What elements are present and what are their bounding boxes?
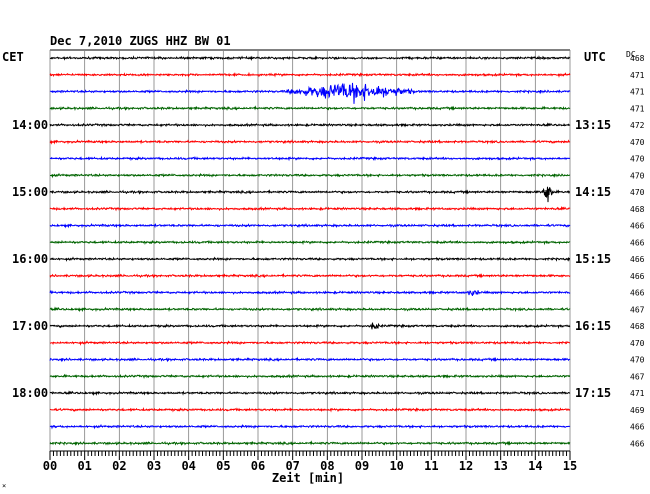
seismic-trace bbox=[49, 205, 571, 212]
dc-value: 468 bbox=[630, 54, 645, 63]
utc-time-label: 15:15 bbox=[575, 252, 611, 266]
dc-value: 470 bbox=[630, 356, 645, 365]
seismic-trace bbox=[49, 322, 571, 330]
x-tick-label: 14 bbox=[528, 459, 542, 473]
seismic-trace bbox=[49, 172, 571, 179]
dc-value: 470 bbox=[630, 155, 645, 164]
cet-time-label: 15:00 bbox=[12, 185, 48, 199]
seismic-trace bbox=[49, 105, 571, 112]
seismic-trace bbox=[49, 340, 571, 346]
utc-time-label: 17:15 bbox=[575, 386, 611, 400]
utc-time-label: 16:15 bbox=[575, 319, 611, 333]
x-tick-label: 10 bbox=[389, 459, 403, 473]
dc-value: 466 bbox=[630, 423, 645, 432]
seismic-trace bbox=[49, 390, 571, 397]
trace-layer bbox=[49, 55, 571, 447]
utc-time-label: 14:15 bbox=[575, 185, 611, 199]
grid-layer bbox=[49, 49, 571, 460]
cet-time-label: 14:00 bbox=[12, 118, 48, 132]
x-axis-title: Zeit [min] bbox=[272, 471, 344, 485]
dc-value: 472 bbox=[630, 121, 645, 130]
seismic-trace bbox=[49, 289, 571, 296]
chart-title: Dec 7,2010 ZUGS HHZ BW 01 bbox=[50, 34, 231, 48]
seismic-trace bbox=[49, 82, 571, 104]
seismic-trace bbox=[49, 155, 571, 162]
utc-time-label: 13:15 bbox=[575, 118, 611, 132]
x-tick-label: 02 bbox=[112, 459, 126, 473]
seismic-trace bbox=[49, 423, 571, 430]
dc-value: 470 bbox=[630, 339, 645, 348]
dc-value: 468 bbox=[630, 205, 645, 214]
dc-value: 470 bbox=[630, 138, 645, 147]
x-tick-label: 15 bbox=[563, 459, 577, 473]
dc-value: 467 bbox=[630, 305, 645, 314]
dc-value: 466 bbox=[630, 439, 645, 448]
x-tick-label: 07 bbox=[285, 459, 299, 473]
x-tick-label: 01 bbox=[77, 459, 91, 473]
label-layer: 00 01 02 03 04 05 06 07 08 09 10 11 12 13 14 15 Dec 7,20… bbox=[2, 34, 645, 490]
seismic-trace bbox=[49, 71, 571, 78]
x-tick-label: 13 bbox=[493, 459, 507, 473]
x-tick-label: 06 bbox=[251, 459, 265, 473]
footnote-mark: × bbox=[2, 482, 6, 490]
seismic-trace bbox=[49, 306, 571, 313]
x-tick-label: 03 bbox=[147, 459, 161, 473]
x-tick-label: 12 bbox=[459, 459, 473, 473]
x-tick-label: 09 bbox=[355, 459, 369, 473]
dc-value: 470 bbox=[630, 171, 645, 180]
dc-value: 467 bbox=[630, 372, 645, 381]
x-tick-label: 05 bbox=[216, 459, 230, 473]
dc-value: 466 bbox=[630, 238, 645, 247]
dc-value: 471 bbox=[630, 389, 645, 398]
left-axis-label: CET bbox=[2, 50, 24, 64]
dc-value: 466 bbox=[630, 272, 645, 281]
dc-value: 469 bbox=[630, 406, 645, 415]
dc-value: 466 bbox=[630, 255, 645, 264]
seismic-trace bbox=[49, 239, 571, 246]
seismic-trace bbox=[49, 122, 571, 128]
x-tick-label: 04 bbox=[181, 459, 195, 473]
x-tick-label: 00 bbox=[43, 459, 57, 473]
seismic-trace bbox=[49, 256, 570, 262]
cet-time-label: 17:00 bbox=[12, 319, 48, 333]
seismic-trace bbox=[49, 406, 571, 413]
seismic-trace bbox=[49, 139, 571, 145]
x-tick-label: 11 bbox=[424, 459, 438, 473]
seismic-trace bbox=[49, 186, 570, 203]
dc-value: 471 bbox=[630, 71, 645, 80]
dc-value: 471 bbox=[630, 104, 645, 113]
dc-value: 471 bbox=[630, 88, 645, 97]
seismic-trace bbox=[49, 222, 571, 229]
cet-time-label: 18:00 bbox=[12, 386, 48, 400]
dc-value: 466 bbox=[630, 222, 645, 231]
cet-time-label: 16:00 bbox=[12, 252, 48, 266]
dc-value: 468 bbox=[630, 322, 645, 331]
dc-value: 470 bbox=[630, 188, 645, 197]
seismic-trace bbox=[49, 440, 571, 447]
dc-value: 466 bbox=[630, 289, 645, 298]
right-axis-label: UTC bbox=[584, 50, 606, 64]
dc-label: DC bbox=[626, 50, 636, 59]
seismic-trace bbox=[49, 356, 571, 363]
x-tick-label: 08 bbox=[320, 459, 334, 473]
seismic-trace bbox=[49, 272, 571, 279]
seismic-trace bbox=[49, 55, 571, 62]
seismic-trace bbox=[49, 373, 571, 379]
